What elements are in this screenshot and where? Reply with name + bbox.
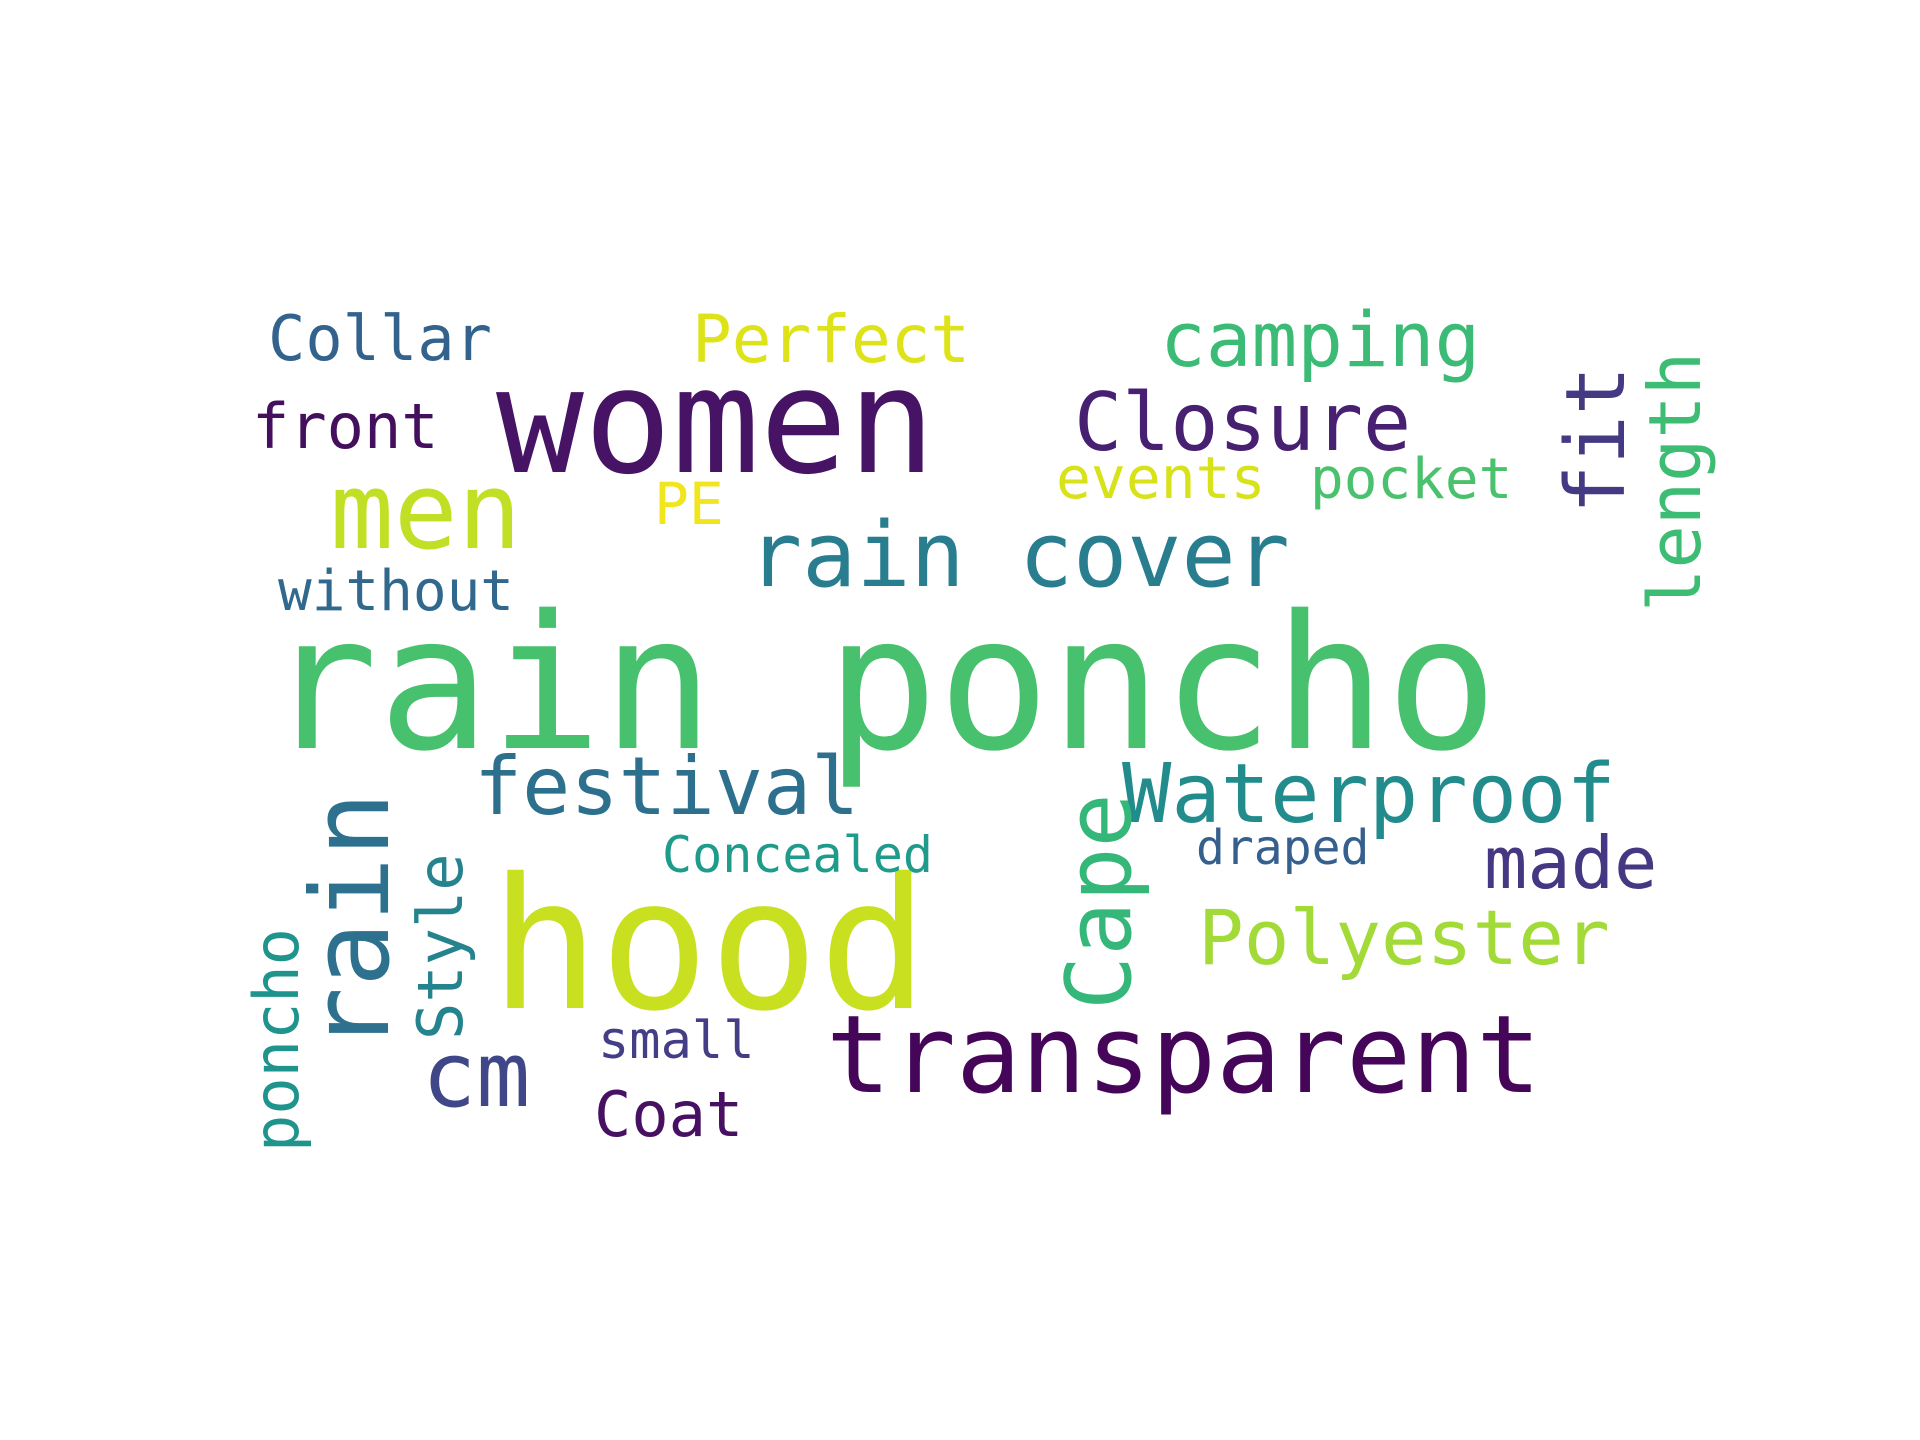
word-concealed: Concealed: [662, 826, 933, 884]
word-men: men: [330, 450, 521, 573]
word-coat: Coat: [594, 1078, 743, 1151]
word-length: length: [1633, 352, 1717, 612]
word-camping: camping: [1160, 295, 1480, 384]
word-rain-vertical: rain: [289, 792, 414, 1052]
word-festival: festival: [474, 740, 859, 833]
word-fit: fit: [1549, 366, 1644, 514]
word-collar: Collar: [268, 302, 492, 375]
word-events: events: [1056, 444, 1266, 512]
word-pocket: pocket: [1310, 447, 1512, 512]
word-pe: PE: [654, 470, 724, 538]
word-rain-cover: rain cover: [748, 503, 1290, 608]
word-front: front: [252, 390, 439, 463]
word-cape: Cape: [1047, 793, 1152, 1010]
word-rain-poncho: rain poncho: [266, 575, 1498, 792]
word-women: women: [496, 337, 936, 507]
word-cm: cm: [422, 1023, 530, 1128]
word-perfect: Perfect: [692, 301, 970, 378]
word-without: without: [278, 559, 514, 624]
word-small: small: [598, 1011, 755, 1071]
word-hood: hood: [490, 839, 928, 1051]
word-polyester: Polyester: [1198, 893, 1610, 982]
word-waterproof: Waterproof: [1122, 747, 1616, 842]
word-closure: Closure: [1074, 376, 1411, 469]
word-poncho-vertical: poncho: [240, 928, 313, 1152]
word-style: Style: [404, 853, 477, 1040]
word-transparent: transparent: [826, 993, 1541, 1118]
word-draped: draped: [1196, 820, 1369, 876]
word-made: made: [1484, 821, 1657, 905]
